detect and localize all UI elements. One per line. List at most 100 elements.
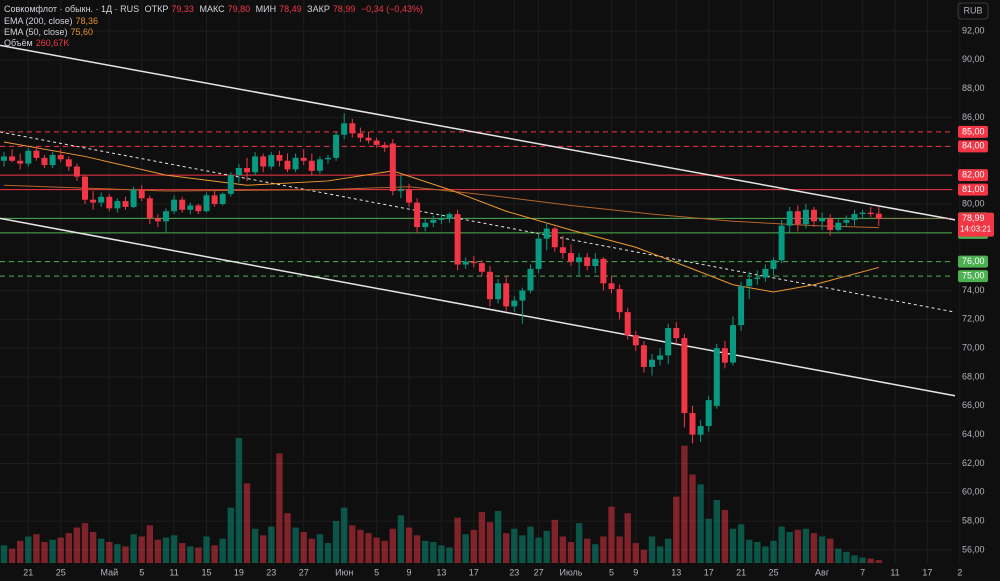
candle-body (811, 209, 817, 222)
volume-bar (49, 539, 56, 563)
candle-body (138, 189, 145, 199)
volume-bar (235, 438, 243, 563)
x-tick-label: 25 (768, 567, 778, 577)
x-tick-label: 11 (890, 567, 899, 577)
x-tick-label: 19 (234, 567, 244, 577)
candle-body (592, 258, 599, 267)
last-price-label: 78,99 (962, 213, 985, 223)
volume-bar (494, 511, 502, 563)
volume-bar (195, 547, 202, 563)
volume-bar (122, 546, 129, 563)
volume-bar (705, 518, 712, 563)
volume-bar (405, 527, 413, 563)
volume-bar (786, 532, 793, 563)
volume-bar (648, 536, 656, 563)
volume-bar (154, 539, 162, 563)
volume-bar (381, 540, 388, 563)
volume-bar (276, 453, 283, 563)
volume-bar (389, 528, 396, 563)
volume-bar (640, 549, 648, 563)
candle-body (875, 213, 882, 219)
volume-bar (138, 536, 145, 563)
x-tick-label: 15 (201, 567, 211, 577)
candle-body (705, 400, 712, 427)
candle-body (1, 156, 7, 161)
volume-bar (746, 539, 753, 563)
ema-line (3, 141, 879, 293)
candle-body (600, 258, 607, 284)
candle-body (794, 211, 801, 225)
candle-body (414, 202, 421, 228)
x-tick-label: Май (100, 567, 118, 577)
candle-body (608, 283, 615, 290)
candle-body (576, 257, 583, 262)
symbol-line: Совкомфлот · обыкн. · 1Д · RUS ОТКР 79,33… (4, 4, 426, 15)
candle-body (843, 219, 850, 223)
volume-bar (713, 499, 720, 563)
candle-body (624, 312, 631, 336)
candle-body (252, 156, 259, 173)
x-tick-label: 13 (671, 567, 681, 577)
candle-body (519, 290, 526, 301)
price-level-tag (958, 270, 988, 283)
indicator-line: Объём 260,67K (4, 38, 72, 49)
price-level-label: 85,00 (962, 126, 985, 136)
candle-body (163, 211, 169, 222)
price-level-label: 76,00 (962, 256, 985, 266)
volume-bar (859, 557, 866, 563)
candle-body (341, 123, 348, 135)
volume-bar (867, 558, 874, 563)
volume-bar (503, 533, 510, 563)
volume-bar (292, 527, 299, 563)
stat-label: МАКС (199, 4, 225, 14)
trendline (0, 217, 956, 397)
stat-value: 79,33 (171, 4, 194, 14)
candle-body (49, 154, 56, 166)
candle-body (478, 263, 485, 272)
candle-body (25, 150, 32, 164)
volume-bar (673, 496, 680, 563)
candle-body (227, 175, 234, 194)
candle-body (406, 189, 412, 203)
candle-body (219, 193, 226, 205)
x-tick-label: 21 (736, 567, 746, 577)
candle-body (244, 167, 250, 173)
candle-body (349, 123, 356, 134)
volume-bar (316, 534, 324, 563)
price-level-tag (958, 255, 988, 268)
x-tick-label: 23 (266, 567, 276, 577)
indicator-name: EMA (200, close) (4, 16, 73, 26)
volume-bar (835, 548, 842, 563)
candle-body (649, 359, 655, 367)
volume-bar (827, 538, 834, 563)
x-tick-label: 17 (704, 567, 714, 577)
volume-bar (689, 474, 696, 563)
x-tick-label: 25 (56, 567, 66, 577)
candle-body (292, 157, 299, 170)
volume-bar (187, 546, 194, 563)
volume-bar (778, 526, 785, 563)
y-tick-label: 66,00 (962, 400, 985, 410)
y-tick-label: 88,00 (962, 83, 985, 93)
candle-body (446, 214, 453, 219)
ema-line (3, 184, 879, 229)
currency-box (957, 2, 989, 20)
volume-bar (543, 530, 550, 563)
volume-bar (754, 541, 761, 563)
candle-body (584, 257, 591, 267)
price-level-label: 82,00 (962, 170, 985, 180)
candle-body (90, 199, 97, 203)
candle-body (122, 201, 129, 207)
x-tick-label: Июн (335, 567, 353, 577)
candle-body (130, 189, 137, 207)
candle-body (82, 176, 88, 200)
candle-body (316, 159, 323, 171)
price-level-label: 81,00 (962, 184, 985, 194)
candle-body (300, 157, 307, 161)
candle-body (495, 283, 502, 300)
candle-body (503, 283, 510, 307)
candle-body (179, 199, 186, 210)
countdown-label: 14:03:21 (960, 225, 992, 234)
x-tick-label: 5 (374, 567, 379, 577)
